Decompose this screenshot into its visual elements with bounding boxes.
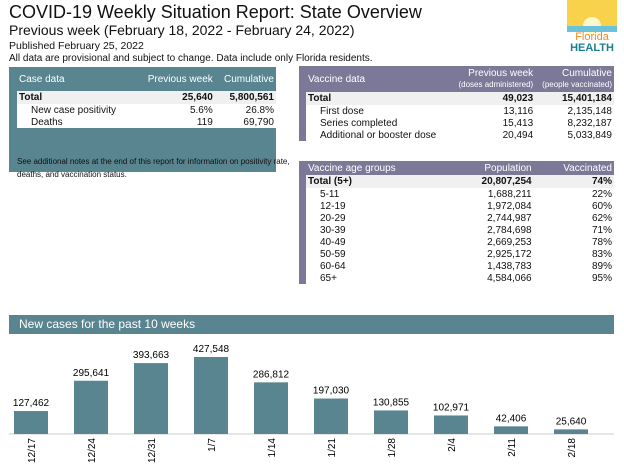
- col-header: Cumulative (people vaccinated): [542, 68, 612, 89]
- data-label: 127,462: [13, 398, 50, 409]
- table-row: Additional or booster dose 20,494 5,033,84…: [306, 129, 614, 141]
- bar: [14, 411, 48, 434]
- data-label: 42,406: [496, 413, 527, 424]
- x-tick-label: 12/31: [147, 438, 158, 463]
- col-header: Vaccine age groups: [308, 162, 396, 174]
- svg-text:Florida: Florida: [575, 31, 610, 43]
- col-header: Case data: [19, 73, 65, 85]
- bar: [374, 410, 408, 434]
- bar: [254, 382, 288, 434]
- bar: [434, 415, 468, 434]
- florida-health-logo: Florida HEALTH: [567, 0, 617, 52]
- bar: [194, 357, 228, 434]
- table-row: 40-49 2,669,253 78%: [306, 236, 614, 248]
- data-label: 197,030: [313, 386, 350, 397]
- chart-title-banner: New cases for the past 10 weeks: [9, 315, 614, 334]
- data-label: 130,855: [373, 397, 410, 408]
- data-label: 286,812: [253, 369, 290, 380]
- data-label: 25,640: [556, 416, 587, 427]
- col-header: Population: [484, 162, 532, 174]
- table-row: 20-29 2,744,987 62%: [306, 212, 614, 224]
- x-tick-label: 12/24: [87, 438, 98, 463]
- table-row: Total 49,023 15,401,184: [306, 92, 614, 105]
- bar: [494, 426, 528, 434]
- x-tick-label: 1/28: [387, 438, 398, 458]
- table-row: 60-64 1,438,783 89%: [306, 260, 614, 272]
- table-row: 50-59 2,925,172 83%: [306, 248, 614, 260]
- x-tick-label: 1/14: [267, 438, 278, 458]
- data-label: 102,971: [433, 402, 470, 413]
- table-row: Series completed 15,413 8,232,187: [306, 117, 614, 129]
- x-tick-label: 12/17: [27, 438, 38, 463]
- bar: [74, 380, 108, 434]
- published-date: Published February 25, 2022: [9, 40, 144, 52]
- table-row: 5-11 1,688,211 22%: [306, 188, 614, 200]
- col-header: Previous week (doses administered): [458, 68, 534, 89]
- table-row: First dose 13,116 2,135,148: [306, 105, 614, 117]
- disclaimer: All data are provisional and subject to …: [9, 53, 373, 64]
- table-row: Deaths 119 69,790: [17, 116, 276, 128]
- vaccine-age-table: Vaccine age groups Population Vaccinated T…: [299, 161, 614, 284]
- table-row: Total 25,640 5,800,561: [17, 91, 276, 104]
- bar: [554, 429, 588, 434]
- case-data-table: Case data Previous week Cumulative Total 25…: [9, 67, 276, 172]
- new-cases-bar-chart: 127,462 12/17 295,641 12/24 393,663 12/31 427,…: [9, 344, 614, 463]
- col-header: Previous week: [147, 73, 213, 85]
- table-row: Total (5+) 20,807,254 74%: [306, 175, 614, 188]
- x-tick-label: 2/4: [447, 438, 458, 452]
- svg-text:HEALTH: HEALTH: [570, 42, 614, 52]
- x-tick-label: 1/7: [207, 438, 218, 452]
- data-label: 393,663: [133, 350, 170, 361]
- table-row: New case positivity 5.6% 26.8%: [17, 104, 276, 116]
- bar: [314, 398, 348, 434]
- col-header: Vaccine data: [308, 73, 366, 85]
- bar: [134, 363, 168, 434]
- vaccine-data-table: Vaccine data Previous week (doses adminis…: [299, 66, 614, 141]
- data-label: 427,548: [193, 344, 230, 355]
- notes-text: See additional notes at the end of this …: [17, 157, 290, 179]
- data-label: 295,641: [73, 368, 110, 379]
- x-tick-label: 2/18: [567, 438, 578, 458]
- table-row: 12-19 1,972,084 60%: [306, 200, 614, 212]
- x-tick-label: 1/21: [327, 438, 338, 458]
- table-row: 30-39 2,784,698 71%: [306, 224, 614, 236]
- col-header: Cumulative: [223, 73, 274, 85]
- col-header: Vaccinated: [563, 162, 612, 174]
- report-period: Previous week (February 18, 2022 - Febru…: [9, 22, 355, 38]
- x-tick-label: 2/11: [507, 438, 518, 457]
- table-row: 65+ 4,584,066 95%: [306, 272, 614, 284]
- page-title: COVID-19 Weekly Situation Report: State …: [9, 2, 422, 22]
